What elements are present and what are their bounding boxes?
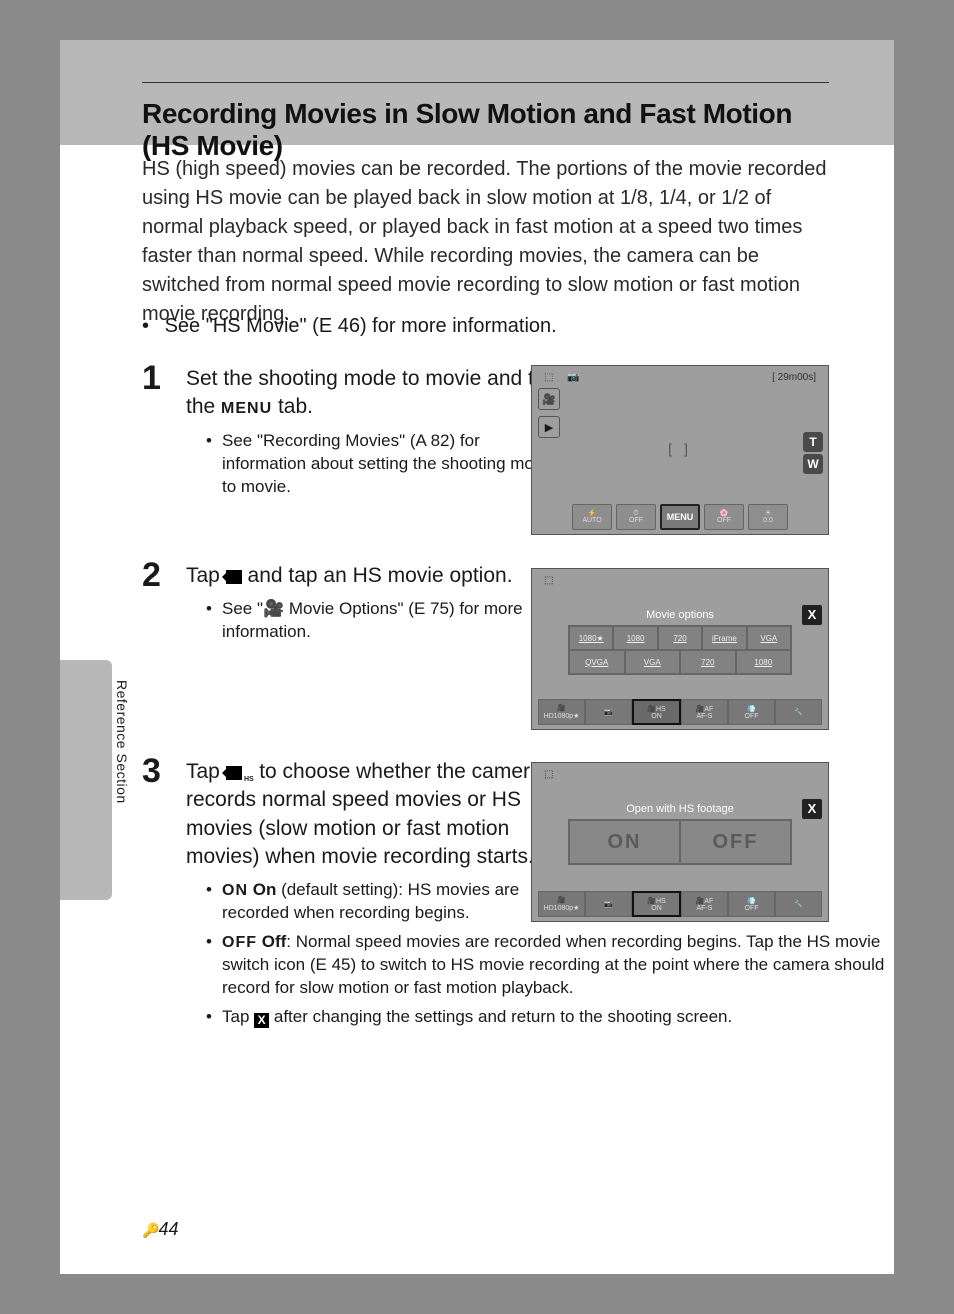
- step-2-sub: See "🎥 Movie Options" (E 75) for more in…: [206, 598, 560, 644]
- movie-mode-icon[interactable]: 🎥: [538, 388, 560, 410]
- rule: [142, 82, 829, 83]
- cam2-bar-item[interactable]: 🎥HD1080p★: [538, 699, 585, 725]
- cam3-bar-item[interactable]: 📷: [585, 891, 632, 917]
- step-3-sub-on: ON On (default setting): HS movies are r…: [206, 879, 560, 925]
- on-strong: On: [253, 880, 277, 899]
- step-1-sub: See "Recording Movies" (A 82) for inform…: [206, 430, 560, 499]
- focus-brackets: [ ]: [668, 440, 692, 456]
- cam3-bar-item[interactable]: 🎥HD1080p★: [538, 891, 585, 917]
- cam3-onoff-row: ON OFF: [568, 819, 792, 865]
- x-icon: X: [254, 1013, 269, 1028]
- cam3-close-button[interactable]: X: [802, 799, 822, 819]
- movie-icon: [226, 570, 242, 584]
- step-2-pre: Tap: [186, 564, 226, 587]
- tele-button[interactable]: T: [803, 432, 823, 452]
- page-number: 🔑44: [142, 1219, 178, 1240]
- side-tab: [60, 660, 112, 900]
- cam2-options-grid: 1080★1080720iFrameVGA QVGAVGA7201080: [568, 625, 792, 675]
- intro-bullet-text: See "HS Movie" (E 46) for more informati…: [165, 315, 557, 337]
- movie-option[interactable]: QVGA: [569, 650, 625, 674]
- cam1-bar-item[interactable]: ☀0.0: [748, 504, 788, 530]
- step-1-number: 1: [142, 359, 161, 398]
- side-section-label: Reference Section: [114, 680, 130, 804]
- hs-movie-icon: [226, 766, 242, 780]
- movie-option[interactable]: VGA: [625, 650, 681, 674]
- off-label-styled: OFF: [222, 934, 257, 951]
- cam3-on-button[interactable]: ON: [569, 820, 680, 864]
- cam2-header: Movie options: [568, 609, 792, 621]
- cam3-off-button[interactable]: OFF: [680, 820, 791, 864]
- cam3-bottom-bar: 🎥HD1080p★📷🎥HSON🎥AFAF-S💨OFF🔧: [538, 891, 822, 917]
- wide-button[interactable]: W: [803, 454, 823, 474]
- intro-paragraph: HS (high speed) movies can be recorded. …: [142, 155, 829, 329]
- cam1-bottom-bar: ⚡AUTO⏱OFFMENU🌸OFF☀0.0: [572, 504, 788, 530]
- intro-bullet: See "HS Movie" (E 46) for more informati…: [142, 315, 829, 338]
- cam1-topline: ⬚ 📷 [ 29m00s]: [544, 372, 816, 383]
- step-3-number: 3: [142, 752, 161, 791]
- step-3-sub-off: OFF Off: Normal speed movies are recorde…: [206, 931, 906, 1000]
- movie-option[interactable]: 720: [680, 650, 736, 674]
- step-3-subs-wide: OFF Off: Normal speed movies are recorde…: [206, 931, 906, 1029]
- step-2-number: 2: [142, 556, 161, 595]
- cam2-top: ⬚: [544, 575, 553, 586]
- screenshot-movie-options: ⬚ Movie options X 1080★1080720iFrameVGA …: [531, 568, 829, 730]
- movie-option[interactable]: 720: [658, 626, 702, 650]
- cam2-row1: 1080★1080720iFrameVGA: [569, 626, 791, 650]
- movie-option[interactable]: VGA: [747, 626, 791, 650]
- cam1-bar-item[interactable]: ⚡AUTO: [572, 504, 612, 530]
- cam3-header: Open with HS footage: [568, 803, 792, 815]
- cam3-bar-item[interactable]: 💨OFF: [728, 891, 775, 917]
- menu-button[interactable]: MENU: [660, 504, 700, 530]
- manual-page: Recording Movies in Slow Motion and Fast…: [60, 40, 894, 1274]
- step-3-pre: Tap: [186, 760, 226, 783]
- cam2-bar-item[interactable]: 💨OFF: [728, 699, 775, 725]
- off-strong: Off: [262, 932, 287, 951]
- playback-icon[interactable]: ▶: [538, 416, 560, 438]
- movie-option[interactable]: 1080: [613, 626, 657, 650]
- cam2-close-button[interactable]: X: [802, 605, 822, 625]
- cam1-bar-item[interactable]: 🌸OFF: [704, 504, 744, 530]
- tapx-rest: after changing the settings and return t…: [269, 1007, 732, 1026]
- cam2-bar-item[interactable]: 🎥HSON: [632, 699, 681, 725]
- step-3-subs: ON On (default setting): HS movies are r…: [206, 879, 560, 925]
- cam2-bottom-bar: 🎥HD1080p★📷🎥HSON🎥AFAF-S💨OFF🔧: [538, 699, 822, 725]
- cam3-top: ⬚: [544, 769, 553, 780]
- cam3-bar-item[interactable]: 🔧: [775, 891, 822, 917]
- movie-option[interactable]: 1080★: [569, 626, 613, 650]
- screenshot-hs-onoff: ⬚ Open with HS footage X ON OFF 🎥HD1080p…: [531, 762, 829, 922]
- step-1-sub-1: See "Recording Movies" (A 82) for inform…: [206, 430, 560, 499]
- page-prefix-icon: 🔑: [142, 1222, 158, 1238]
- cam2-bar-item[interactable]: 📷: [585, 699, 632, 725]
- cam1-top-left: ⬚ 📷: [544, 372, 580, 383]
- cam1-bar-item[interactable]: ⏱OFF: [616, 504, 656, 530]
- screenshot-shooting: ⬚ 📷 [ 29m00s] 🎥 ▶ T W [ ] ⚡AUTO⏱OFFMENU🌸…: [531, 365, 829, 535]
- step-2-sub-1: See "🎥 Movie Options" (E 75) for more in…: [206, 598, 560, 644]
- step-1-heading: Set the shooting mode to movie and tap t…: [186, 365, 560, 422]
- movie-option[interactable]: iFrame: [702, 626, 746, 650]
- movie-option[interactable]: 1080: [736, 650, 792, 674]
- cam1-mode-icons: 🎥 ▶: [538, 388, 560, 438]
- on-label-styled: ON: [222, 882, 248, 899]
- menu-label: MENU: [221, 400, 272, 417]
- step-2-heading: Tap and tap an HS movie option.: [186, 562, 560, 590]
- cam1-zoom: T W: [803, 432, 823, 476]
- cam3-bar-item[interactable]: 🎥HSON: [632, 891, 681, 917]
- cam2-row2: QVGAVGA7201080: [569, 650, 791, 674]
- page-number-value: 44: [158, 1219, 178, 1239]
- step-3-sub-tapx: Tap X after changing the settings and re…: [206, 1006, 906, 1029]
- page-title: Recording Movies in Slow Motion and Fast…: [142, 98, 829, 162]
- step-2-post: and tap an HS movie option.: [242, 564, 513, 587]
- cam2-bar-item[interactable]: 🎥AFAF-S: [681, 699, 728, 725]
- cam1-rectime: [ 29m00s]: [772, 372, 816, 383]
- cam2-bar-item[interactable]: 🔧: [775, 699, 822, 725]
- cam3-bar-item[interactable]: 🎥AFAF-S: [681, 891, 728, 917]
- step-3-heading: Tap to choose whether the camera records…: [186, 758, 560, 871]
- step-1-post: tab.: [272, 395, 313, 418]
- rec-time-value: 29m00s: [778, 372, 814, 383]
- off-rest: : Normal speed movies are recorded when …: [222, 932, 884, 997]
